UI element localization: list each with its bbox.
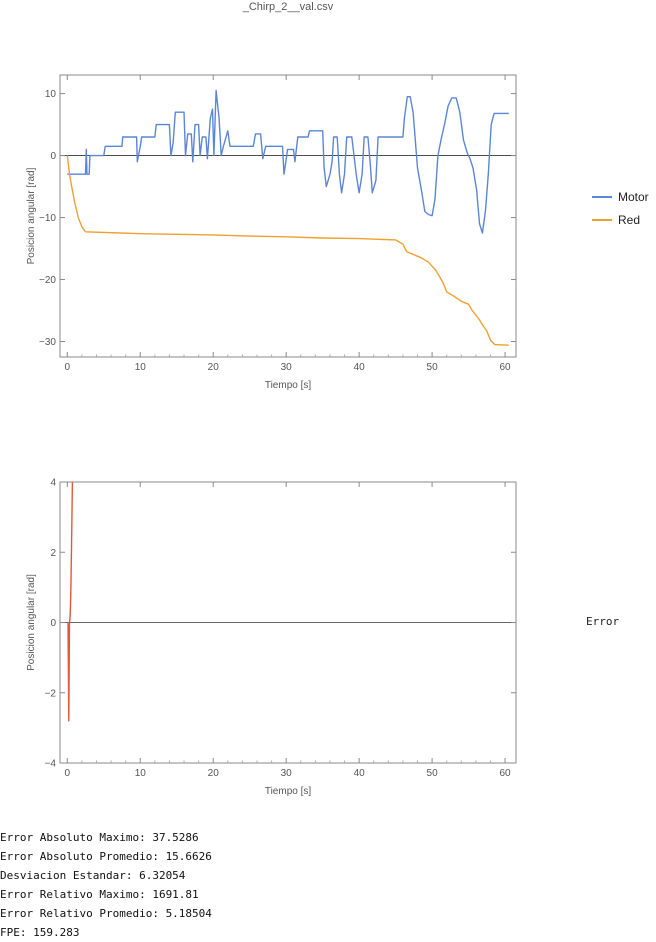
y-tick-label: 0 bbox=[50, 151, 56, 162]
stat-std-dev: Desviacion Estandar: 6.32054 bbox=[0, 869, 186, 882]
position-chart: 0 10 20 30 40 50 60 10 0 −10 −20 −30 Tiempo [s] Posic… bbox=[26, 74, 517, 391]
stat-mean-abs-error: Error Absoluto Promedio: 15.6626 bbox=[0, 850, 212, 863]
y-tick-label: 10 bbox=[45, 89, 57, 100]
x-tick-label: 50 bbox=[427, 768, 439, 779]
stat-mean-rel-error: Error Relativo Promedio: 5.18504 bbox=[0, 907, 212, 920]
stat-max-abs-error: Error Absoluto Maximo: 37.5286 bbox=[0, 831, 199, 844]
series-line-red bbox=[66, 155, 509, 346]
legend-swatch-red bbox=[592, 218, 612, 221]
legend-label-motor: Motor bbox=[618, 189, 649, 204]
y-tick-label: 0 bbox=[50, 618, 56, 629]
page-title: _Chirp_2__val.csv bbox=[242, 1, 334, 13]
position-chart-legend: Motor Red bbox=[592, 185, 649, 231]
y-tick-label: −4 bbox=[45, 759, 57, 770]
x-tick-label: 30 bbox=[281, 768, 293, 779]
x-tick-label: 10 bbox=[135, 768, 147, 779]
legend-label-red: Red bbox=[618, 212, 641, 227]
stat-fpe: FPE: 159.283 bbox=[0, 926, 80, 939]
series-line-error bbox=[67, 482, 74, 722]
x-tick-label: 30 bbox=[281, 362, 293, 373]
x-tick-label: 50 bbox=[427, 362, 439, 373]
x-axis-title: Tiempo [s] bbox=[265, 380, 312, 391]
y-tick-label: −2 bbox=[45, 688, 57, 699]
y-tick-label: −30 bbox=[39, 337, 56, 348]
y-tick-label: 4 bbox=[50, 478, 56, 489]
y-axis-title: Posicion angular [rad] bbox=[26, 167, 37, 264]
x-tick-label: 0 bbox=[65, 362, 71, 373]
x-tick-label: 60 bbox=[499, 362, 511, 373]
legend-item-motor: Motor bbox=[592, 185, 649, 208]
plot-frame bbox=[59, 74, 517, 358]
x-tick-label: 20 bbox=[208, 362, 220, 373]
y-axis-title: Posicion angular [rad] bbox=[26, 574, 37, 671]
x-tick-label: 0 bbox=[65, 768, 71, 779]
error-chart-legend: Error bbox=[586, 615, 620, 628]
y-tick-label: −20 bbox=[39, 275, 56, 286]
x-tick-label: 40 bbox=[354, 362, 366, 373]
x-axis-title: Tiempo [s] bbox=[265, 786, 312, 797]
x-tick-label: 10 bbox=[135, 362, 147, 373]
x-tick-label: 40 bbox=[354, 768, 366, 779]
series-line-motor bbox=[67, 89, 509, 234]
y-tick-label: 2 bbox=[50, 548, 56, 559]
x-tick-label: 20 bbox=[208, 768, 220, 779]
stat-max-rel-error: Error Relativo Maximo: 1691.81 bbox=[0, 888, 199, 901]
x-tick-label: 60 bbox=[499, 768, 511, 779]
legend-swatch-motor bbox=[592, 195, 612, 198]
stats-block: Error Absoluto Maximo: 37.5286 Error Abs… bbox=[0, 828, 212, 942]
y-tick-label: −10 bbox=[39, 213, 56, 224]
legend-item-red: Red bbox=[592, 208, 649, 231]
